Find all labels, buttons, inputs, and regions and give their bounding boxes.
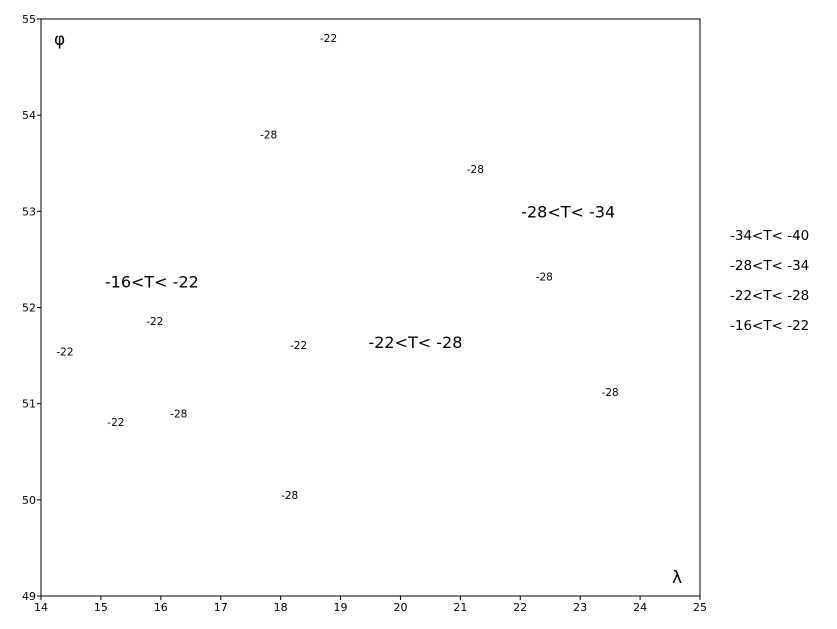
legend: -34<T< -40 -28<T< -34 -22<T< -28 -16<T< -22 bbox=[730, 228, 809, 334]
plot-frame bbox=[40, 18, 701, 597]
legend-entry: -34<T< -40 bbox=[730, 228, 809, 244]
point-label: -28 bbox=[536, 272, 553, 284]
x-tick-label: 14 bbox=[34, 601, 48, 614]
y-tick-label: 55 bbox=[22, 13, 36, 26]
point-label: -28 bbox=[260, 129, 277, 141]
x-tick-label: 19 bbox=[334, 601, 348, 614]
x-tick-label: 21 bbox=[453, 601, 467, 614]
y-axis-symbol: φ bbox=[54, 30, 65, 50]
x-tick-label: 18 bbox=[274, 601, 288, 614]
x-tick-label: 24 bbox=[633, 601, 647, 614]
data-points: -22 -28 -28 -28 -22 -22 -22 -28 -28 -22 -28 bbox=[56, 33, 618, 502]
point-label: -22 bbox=[56, 347, 73, 359]
point-label: -22 bbox=[107, 417, 124, 429]
x-tick-label: 22 bbox=[513, 601, 527, 614]
y-tick-label: 54 bbox=[22, 109, 36, 122]
point-label: -22 bbox=[320, 33, 337, 45]
point-label: -28 bbox=[281, 490, 298, 502]
y-tick-label: 51 bbox=[22, 398, 36, 411]
legend-entry: -16<T< -22 bbox=[730, 318, 809, 334]
x-tick-label: 16 bbox=[154, 601, 168, 614]
point-label: -28 bbox=[467, 164, 484, 176]
x-tick-label: 23 bbox=[573, 601, 587, 614]
legend-entry: -22<T< -28 bbox=[730, 288, 809, 304]
point-label: -28 bbox=[602, 387, 619, 399]
x-axis-symbol: λ bbox=[672, 568, 682, 588]
point-label: -28 bbox=[170, 408, 187, 420]
y-tick-label: 52 bbox=[22, 302, 36, 315]
region-label: -22<T< -28 bbox=[368, 333, 462, 352]
x-tick-label: 25 bbox=[693, 601, 707, 614]
y-tick-label: 53 bbox=[22, 205, 36, 218]
region-labels: -28<T< -34 -16<T< -22 -22<T< -28 bbox=[105, 202, 615, 352]
point-label: -22 bbox=[290, 340, 307, 352]
region-label: -16<T< -22 bbox=[105, 273, 199, 292]
ticks: 14 15 16 17 18 19 20 21 22 23 24 25 49 50 51 52 53 54 55 bbox=[22, 13, 707, 614]
point-label: -22 bbox=[146, 316, 163, 328]
x-tick-label: 17 bbox=[214, 601, 228, 614]
x-tick-label: 20 bbox=[393, 601, 407, 614]
y-tick-label: 50 bbox=[22, 494, 36, 507]
legend-entry: -28<T< -34 bbox=[730, 258, 809, 274]
y-tick-label: 49 bbox=[22, 590, 36, 603]
region-label: -28<T< -34 bbox=[521, 202, 615, 221]
x-tick-label: 15 bbox=[94, 601, 108, 614]
